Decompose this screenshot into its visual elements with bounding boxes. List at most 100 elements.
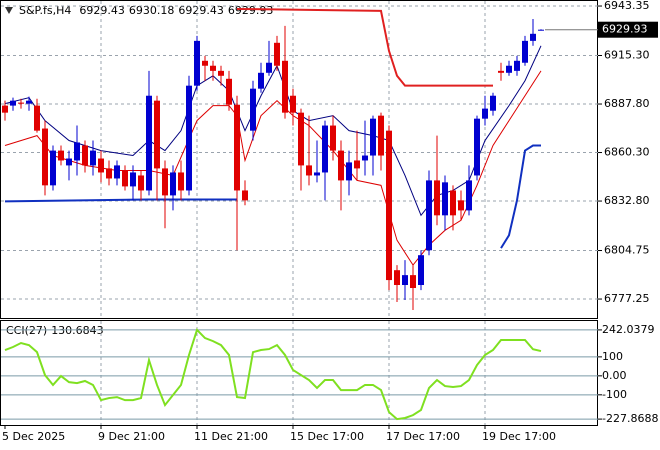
candle-body xyxy=(386,130,392,281)
indicator-tick-label: -100 xyxy=(602,388,627,401)
candle-body xyxy=(218,70,224,76)
candle-body xyxy=(306,165,312,176)
y-tick-label: 6777.25 xyxy=(604,292,650,305)
candle-body xyxy=(90,150,96,166)
candle-body xyxy=(530,33,536,41)
candle-body xyxy=(226,78,232,105)
x-tick-label: 9 Dec 21:00 xyxy=(98,430,165,443)
x-tick-label: 17 Dec 17:00 xyxy=(386,430,460,443)
candle-body xyxy=(162,168,168,196)
indicator-header: CCI(27) 130.6843 xyxy=(6,324,104,337)
candle-body xyxy=(474,118,480,176)
candle-body xyxy=(354,160,360,169)
symbol: S&P.fs,H4 xyxy=(19,4,71,17)
candle-body xyxy=(410,275,416,289)
x-tick-label: 19 Dec 17:00 xyxy=(482,430,556,443)
candle-body xyxy=(442,182,448,216)
candle-body xyxy=(458,200,464,211)
candle-body xyxy=(18,102,24,104)
candle-body xyxy=(450,190,456,216)
x-tick-label: 11 Dec 21:00 xyxy=(194,430,268,443)
candle-body xyxy=(330,125,336,151)
candle-body xyxy=(426,180,432,251)
candle-body xyxy=(202,60,208,66)
overlay-line xyxy=(500,144,541,249)
indicator-tick-label: -227.8688 xyxy=(602,412,658,425)
candle-body xyxy=(250,88,256,131)
candle-body xyxy=(146,95,152,191)
overlay-line xyxy=(4,198,237,203)
candle-body xyxy=(418,255,424,286)
candle-body xyxy=(498,70,504,73)
candle-body xyxy=(186,85,192,191)
candle-body xyxy=(394,270,400,286)
candle-body xyxy=(74,142,80,161)
candle-body xyxy=(114,165,120,179)
candle-body xyxy=(298,112,304,166)
header: S&P.fs,H4 6929.43 6930.18 6929.43 6929.93 xyxy=(19,4,273,17)
candle-body xyxy=(274,42,280,66)
candle-body xyxy=(490,95,496,111)
high: 6930.18 xyxy=(129,4,175,17)
low: 6929.43 xyxy=(178,4,224,17)
indicator-tick-label: 100 xyxy=(602,350,623,363)
candle-body xyxy=(10,100,16,106)
overlay-line xyxy=(236,7,493,87)
candle-body xyxy=(258,72,264,89)
candle-body xyxy=(42,128,48,186)
y-tick-label: 6804.75 xyxy=(604,244,650,257)
candle-body xyxy=(154,100,160,169)
open: 6929.43 xyxy=(79,4,125,17)
last-price-label: 6929.93 xyxy=(602,23,648,36)
candle-body xyxy=(26,100,32,104)
candle-body xyxy=(234,104,240,191)
candle-body xyxy=(242,190,248,201)
candle-body xyxy=(66,158,72,166)
candle-body xyxy=(370,118,376,156)
candle-body xyxy=(506,65,512,73)
candle-body xyxy=(2,105,8,113)
candle-body xyxy=(82,145,88,166)
candle-body xyxy=(322,125,328,173)
candle-body xyxy=(314,172,320,176)
indicator-line xyxy=(4,328,542,421)
candle-body xyxy=(122,170,128,187)
y-tick-label: 6915.30 xyxy=(604,49,650,62)
candle-body xyxy=(362,155,368,161)
candle-body xyxy=(378,115,384,156)
price-panel xyxy=(0,0,598,319)
candle-body xyxy=(194,40,200,86)
candle-body xyxy=(34,105,40,131)
last-price-box xyxy=(598,21,658,38)
candle-body xyxy=(290,95,296,113)
candle-body xyxy=(338,150,344,181)
x-tick-label: 5 Dec 2025 xyxy=(2,430,65,443)
y-tick-label: 6943.35 xyxy=(604,0,650,12)
candle-body xyxy=(402,275,408,286)
candle-body xyxy=(514,60,520,71)
close: 6929.93 xyxy=(228,4,274,17)
candle-body xyxy=(170,172,176,196)
indicator-value: 130.6843 xyxy=(51,324,104,337)
indicator-panel xyxy=(0,320,598,426)
candle-body xyxy=(178,172,184,191)
y-tick-label: 6860.30 xyxy=(604,146,650,159)
candle-body xyxy=(130,172,136,187)
symbol-icon xyxy=(5,7,13,14)
candle-body xyxy=(346,162,352,181)
candle-body xyxy=(282,60,288,113)
indicator-name: CCI(27) xyxy=(6,324,47,337)
x-tick-label: 15 Dec 17:00 xyxy=(290,430,364,443)
candle-body xyxy=(106,168,112,179)
candle-body xyxy=(138,175,144,191)
indicator-tick-label: 0.00 xyxy=(602,369,627,382)
y-tick-label: 6887.80 xyxy=(604,97,650,110)
candle-body xyxy=(466,180,472,211)
overlay-line xyxy=(4,45,542,217)
candle-body xyxy=(266,62,272,73)
indicator-tick-label: 242.0379 xyxy=(602,323,655,336)
candle-body xyxy=(210,65,216,71)
y-tick-label: 6832.80 xyxy=(604,194,650,207)
candle-body xyxy=(538,29,544,31)
